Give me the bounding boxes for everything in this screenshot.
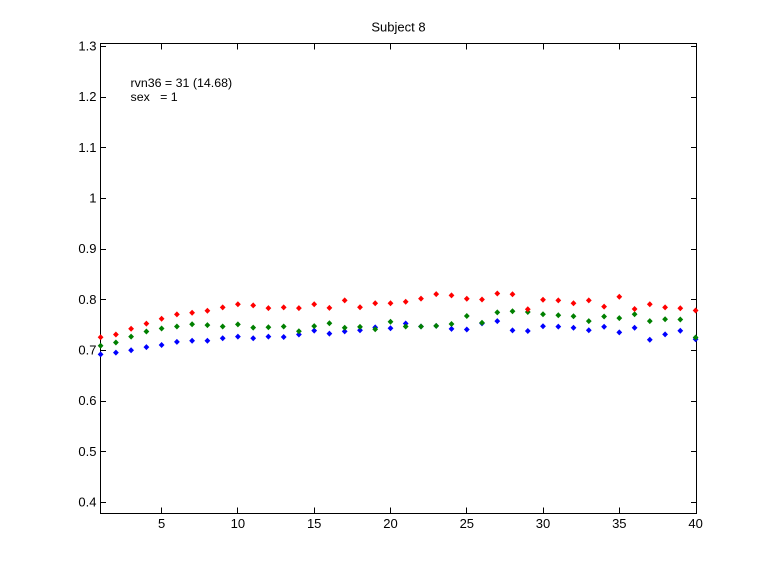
svg-text:0.9: 0.9 (78, 241, 96, 256)
svg-text:35: 35 (612, 516, 626, 531)
svg-text:sex = 1: sex = 1 (131, 90, 178, 104)
svg-text:1.1: 1.1 (78, 140, 96, 155)
svg-text:10: 10 (231, 516, 245, 531)
svg-text:40: 40 (688, 516, 702, 531)
svg-text:20: 20 (383, 516, 397, 531)
svg-text:0.5: 0.5 (78, 444, 96, 459)
svg-text:0.6: 0.6 (78, 393, 96, 408)
svg-text:25: 25 (460, 516, 474, 531)
svg-text:rvn36 = 31 (14.68): rvn36 = 31 (14.68) (131, 76, 233, 90)
svg-text:0.7: 0.7 (78, 343, 96, 358)
svg-text:15: 15 (307, 516, 321, 531)
svg-text:1: 1 (89, 191, 96, 206)
svg-text:30: 30 (536, 516, 550, 531)
svg-text:5: 5 (158, 516, 165, 531)
svg-text:0.4: 0.4 (78, 495, 96, 510)
svg-text:Subject 8: Subject 8 (371, 20, 425, 35)
svg-text:1.3: 1.3 (78, 39, 96, 54)
svg-text:0.8: 0.8 (78, 292, 96, 307)
svg-text:1.2: 1.2 (78, 89, 96, 104)
